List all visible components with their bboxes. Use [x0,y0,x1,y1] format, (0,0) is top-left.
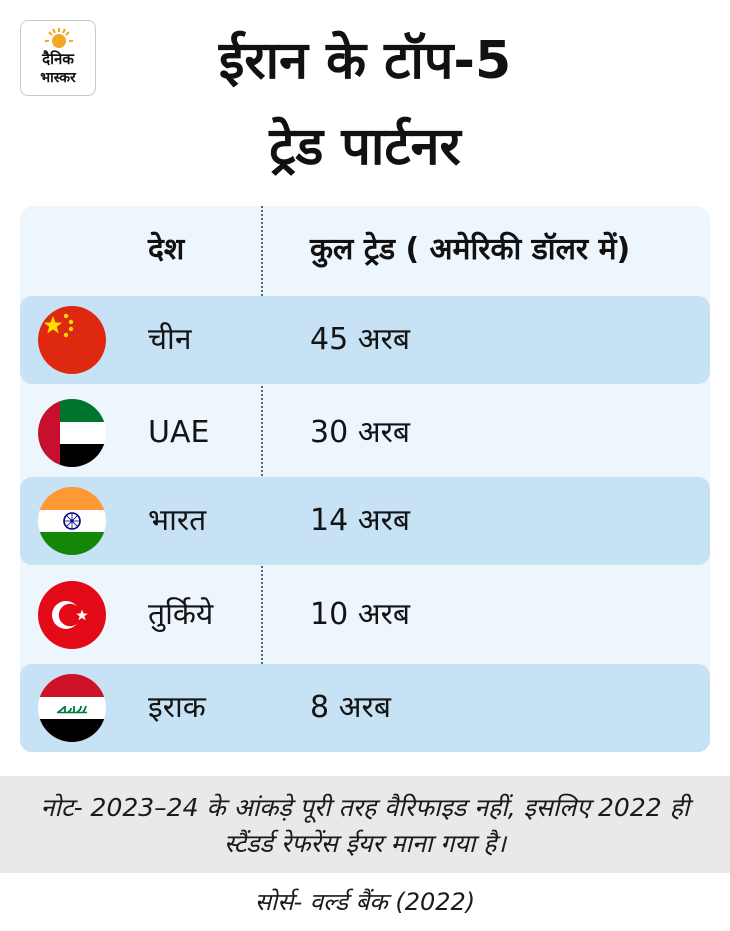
table-row: चीन 45 अरब [20,296,710,384]
trade-value: 30 अरब [310,415,411,450]
trade-value: 10 अरब [310,597,411,632]
country-name: तुर्किये [148,597,214,632]
footnote-line1: नोट- 2023–24 के आंकड़े पूरी तरह वैरिफाइड… [40,793,690,822]
country-name: भारत [148,503,207,538]
trade-table: देश कुल ट्रेड ( अमेरिकी डॉलर में) चीन 45… [20,206,710,752]
country-name: UAE [148,415,210,450]
header-trade: कुल ट्रेड ( अमेरिकी डॉलर में) [310,232,631,267]
header-country: देश [148,232,185,267]
brand-name-line2: भास्कर [40,70,76,86]
india-flag-icon [38,487,106,555]
brand-logo: दैनिक भास्कर [20,20,96,96]
footnote-line2: स्टैंडर्ड रेफरेंस ईयर माना गया है। [223,829,506,858]
uae-flag-icon [38,399,106,467]
source-credit: सोर्स- वर्ल्ड बैंक (2022) [254,888,476,916]
table-row: UAE 30 अरब [20,389,710,477]
trade-value: 14 अरब [310,503,411,538]
table-row: भारत 14 अरब [20,477,710,565]
table-row: इराक 8 अरब [20,664,710,752]
sun-icon [45,28,73,48]
turkey-flag-icon [38,581,106,649]
china-flag-icon [38,306,106,374]
trade-value: 45 अरब [310,322,411,357]
table-row: तुर्किये 10 अरब [20,571,710,659]
page-title-line1: ईरान के टॉप-5 [218,31,512,91]
iraq-flag-icon [38,674,106,742]
trade-value: 8 अरब [310,690,391,725]
footnote: नोट- 2023–24 के आंकड़े पूरी तरह वैरिफाइड… [0,776,730,873]
country-name: इराक [148,690,206,725]
page-title-line2: ट्रेड पार्टनर [269,117,461,177]
brand-name-line1: दैनिक [42,50,74,68]
country-name: चीन [148,322,192,357]
